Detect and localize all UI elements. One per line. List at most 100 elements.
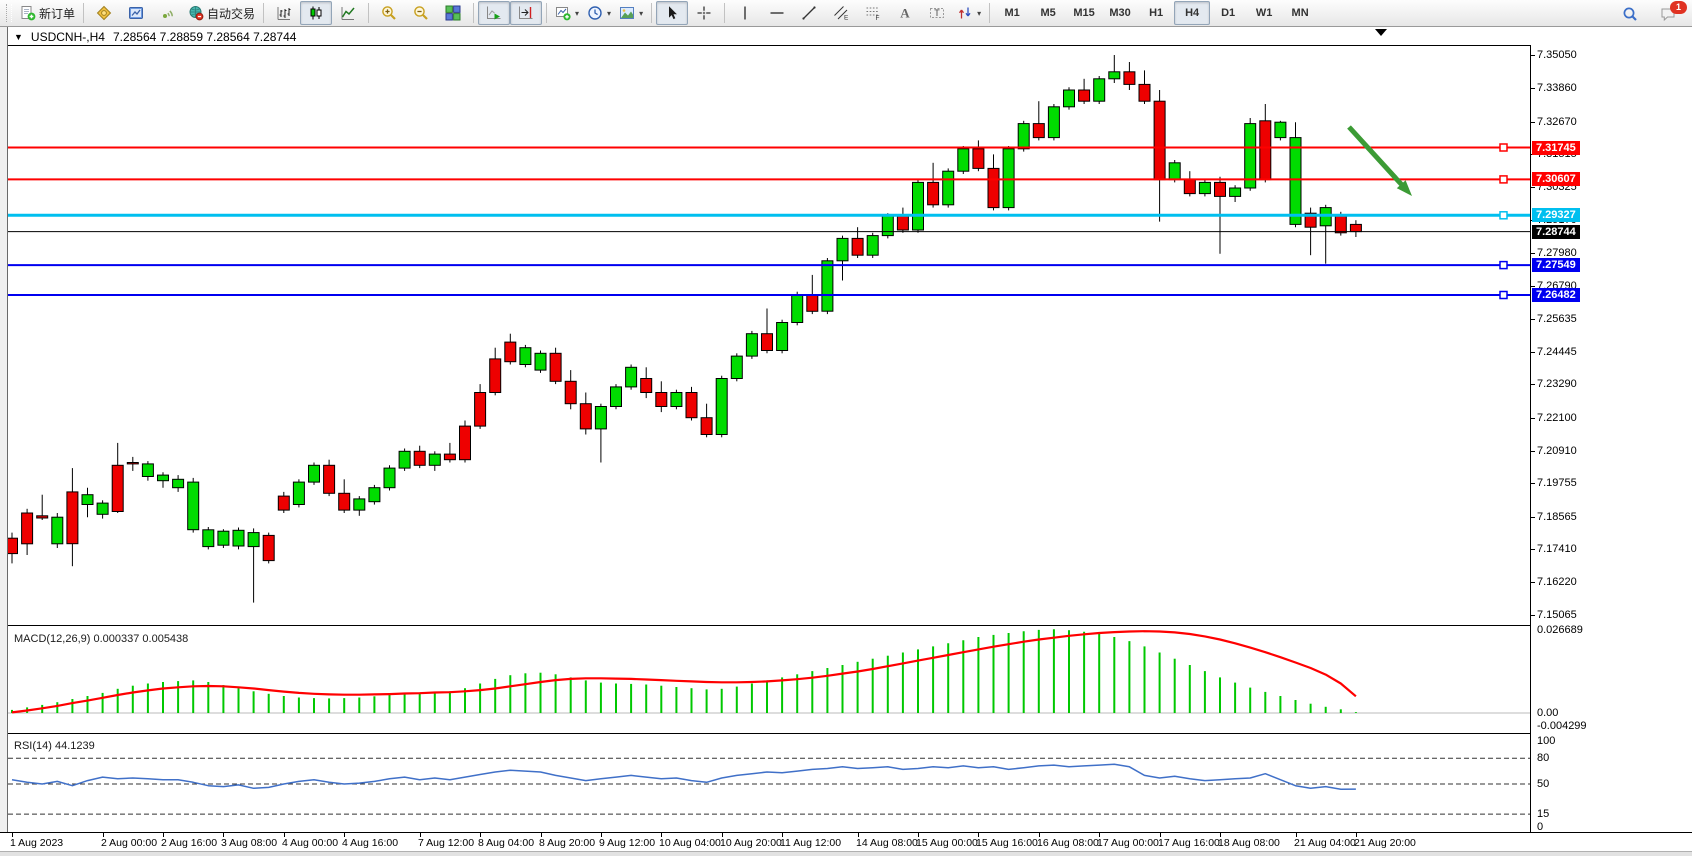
time-tick-mark: [1039, 833, 1040, 837]
text-button[interactable]: A: [889, 1, 921, 25]
time-tick-mark: [722, 833, 723, 837]
timeframe-m15-button[interactable]: M15: [1073, 7, 1095, 19]
crosshair-icon: [697, 6, 711, 20]
dropdown-caret-icon[interactable]: ▾: [607, 8, 612, 18]
text-label-button[interactable]: T: [921, 1, 953, 25]
timeframe-h4-button[interactable]: H4: [1174, 1, 1211, 25]
data-window-icon: [129, 7, 144, 19]
time-tick-mark: [103, 833, 104, 837]
price-tick-label: 7.35050: [1537, 49, 1577, 61]
crosshair-button[interactable]: [688, 1, 720, 25]
time-axis-label: 8 Aug 20:00: [539, 837, 596, 849]
search-button[interactable]: [1614, 2, 1646, 26]
timeframe-m1-button[interactable]: M1: [1004, 7, 1020, 19]
timeframe-w1-button[interactable]: W1: [1255, 7, 1273, 19]
new-chart-icon: [556, 7, 571, 21]
autotrading-button-label: 自动交易: [207, 6, 256, 21]
time-axis-label: 4 Aug 16:00: [342, 837, 399, 849]
notifications-button[interactable]: 1: [1652, 1, 1687, 26]
time-axis-label: 2 Aug 16:00: [161, 837, 218, 849]
dropdown-caret-icon[interactable]: ▾: [639, 8, 644, 18]
time-tick-mark: [163, 833, 164, 837]
window-left-border: [0, 27, 8, 856]
signals-button[interactable]: [152, 1, 184, 25]
price-tick-label: 7.22100: [1537, 412, 1577, 424]
time-axis-label: 16 Aug 08:00: [1037, 837, 1099, 849]
main-toolbar: 新订单 自动交易 ▾ ▾ ▾ E F A T ▾ M1 M5 M15 M30 H1 H4 D1 W1 MN 1: [0, 0, 1692, 27]
price-tick-label: 7.33860: [1537, 82, 1577, 94]
time-tick-mark: [12, 833, 13, 837]
zoom-in-button[interactable]: [373, 1, 405, 25]
time-axis-label: 2 Aug 00:00: [101, 837, 158, 849]
chart-shift-button[interactable]: [510, 1, 543, 25]
cursor-button[interactable]: [656, 1, 689, 25]
candle-chart-icon: [310, 6, 322, 20]
main-chart-canvas[interactable]: [8, 46, 1530, 625]
rsi-axis-label: 0: [1537, 821, 1544, 833]
arrow-annotation: [1347, 125, 1412, 196]
price-badge: 7.29327: [1532, 208, 1580, 222]
line-chart-button[interactable]: [332, 1, 364, 25]
templates-button[interactable]: ▾: [615, 1, 647, 25]
chart-shift-icon: [519, 6, 533, 19]
fibonacci-button[interactable]: F: [857, 1, 889, 25]
time-axis-label: 14 Aug 08:00: [856, 837, 918, 849]
equidistant-channel-button[interactable]: E: [825, 1, 857, 25]
chart-collapse-icon[interactable]: ▼: [14, 32, 23, 42]
new-order-icon: [21, 6, 36, 21]
macd-canvas[interactable]: [8, 629, 1530, 733]
rsi-canvas[interactable]: [8, 737, 1530, 832]
timeframe-d1-button[interactable]: D1: [1221, 7, 1236, 19]
timeframe-mn-button[interactable]: MN: [1291, 7, 1309, 19]
cursor-icon: [669, 6, 677, 20]
time-tick-mark: [223, 833, 224, 837]
rsi-indicator-label: RSI(14) 44.1239: [14, 740, 95, 752]
price-axis[interactable]: 7.350507.338607.326707.315157.303257.291…: [1531, 45, 1691, 851]
svg-text:A: A: [900, 6, 910, 21]
tile-windows-button[interactable]: [437, 1, 469, 25]
zoom-out-button[interactable]: [405, 1, 437, 25]
line-chart-icon: [341, 7, 355, 20]
price-tick-mark: [1531, 352, 1535, 353]
toolbar-drag-handle[interactable]: [6, 4, 12, 22]
text-icon: A: [900, 6, 910, 21]
toolbar-separator: [83, 3, 85, 23]
candlestick-chart-button[interactable]: [300, 1, 333, 25]
price-tick-mark: [1531, 55, 1535, 56]
periods-button[interactable]: ▾: [583, 1, 615, 25]
chart-ohlc-values: 7.28564 7.28859 7.28564 7.28744: [112, 30, 297, 44]
template-icon: [620, 7, 635, 19]
autotrading-button[interactable]: 自动交易: [184, 1, 259, 25]
data-window-button[interactable]: [120, 1, 152, 25]
auto-scroll-button[interactable]: [478, 1, 511, 25]
horizontal-line-button[interactable]: [761, 1, 793, 25]
price-tick-label: 7.17410: [1537, 543, 1577, 555]
zoom-in-icon: [382, 6, 396, 20]
quotes-button[interactable]: [88, 1, 120, 25]
price-tick-label: 7.23290: [1537, 378, 1577, 390]
timeframe-h1-button[interactable]: H1: [1149, 7, 1164, 19]
new-chart-button[interactable]: ▾: [551, 1, 583, 25]
trendline-button[interactable]: [793, 1, 825, 25]
time-tick-mark: [541, 833, 542, 837]
timeframe-m5-button[interactable]: M5: [1040, 7, 1056, 19]
new-order-button[interactable]: 新订单: [16, 1, 79, 25]
dropdown-caret-icon[interactable]: ▾: [977, 8, 982, 18]
price-tick-label: 7.24445: [1537, 346, 1577, 358]
toolbar-separator: [473, 3, 475, 23]
time-tick-mark: [480, 833, 481, 837]
window-bottom-edge: [0, 851, 1692, 856]
dropdown-caret-icon[interactable]: ▾: [575, 8, 580, 18]
vertical-line-button[interactable]: [729, 1, 761, 25]
bar-chart-icon: [277, 7, 291, 20]
arrows-button[interactable]: ▾: [953, 1, 985, 25]
chart-shift-marker-icon[interactable]: [1375, 29, 1387, 36]
price-tick-label: 7.32670: [1537, 116, 1577, 128]
bar-chart-button[interactable]: [268, 1, 300, 25]
price-tick-mark: [1531, 286, 1535, 287]
time-axis[interactable]: 1 Aug 2023 2 Aug 00:00 2 Aug 16:00 3 Aug 08…: [0, 832, 1692, 852]
timeframe-m30-button[interactable]: M30: [1109, 7, 1131, 19]
time-axis-label: 7 Aug 12:00: [418, 837, 475, 849]
time-axis-label: 8 Aug 04:00: [478, 837, 535, 849]
